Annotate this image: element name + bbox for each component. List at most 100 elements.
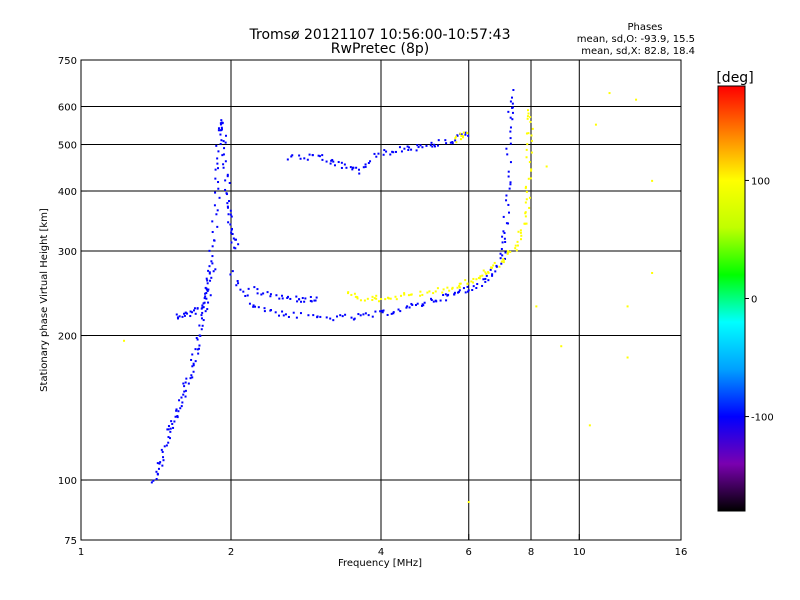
data-point: [635, 98, 638, 101]
data-point: [321, 158, 324, 161]
data-point: [211, 245, 214, 248]
data-point: [400, 150, 403, 153]
data-point: [182, 382, 185, 385]
data-point: [213, 204, 216, 207]
data-point: [471, 289, 474, 292]
data-point: [274, 311, 277, 314]
y-tick-label: 500: [58, 141, 77, 152]
data-point: [431, 145, 434, 148]
data-point: [215, 144, 218, 147]
data-point: [520, 238, 523, 241]
data-point: [183, 385, 186, 388]
data-point: [507, 175, 510, 178]
data-point: [489, 268, 492, 271]
data-point: [197, 352, 200, 355]
data-point: [651, 179, 654, 182]
data-point: [217, 187, 220, 190]
data-point: [309, 299, 312, 302]
data-point: [237, 282, 240, 285]
data-point: [196, 338, 199, 341]
data-point: [414, 304, 417, 307]
data-point: [406, 145, 409, 148]
data-point: [503, 232, 506, 235]
data-point: [467, 500, 470, 503]
data-point: [162, 459, 165, 462]
data-point: [217, 129, 220, 132]
data-point: [520, 234, 523, 237]
data-point: [185, 377, 188, 380]
data-point: [178, 399, 181, 402]
data-point: [332, 160, 335, 163]
data-point: [161, 464, 164, 467]
data-point: [432, 292, 435, 295]
data-point: [485, 274, 488, 277]
data-point: [192, 309, 195, 312]
data-point: [421, 303, 424, 306]
data-point: [509, 142, 512, 145]
data-point: [194, 360, 197, 363]
data-point: [299, 312, 302, 315]
data-point: [219, 133, 222, 136]
data-point: [527, 177, 530, 180]
data-point: [222, 140, 225, 143]
data-point: [296, 300, 299, 303]
data-point: [189, 315, 192, 318]
data-point: [385, 150, 388, 153]
data-point: [453, 293, 456, 296]
data-point: [295, 316, 298, 319]
data-point: [212, 270, 215, 273]
y-axis-label: Stationary phase Virtual Height [km]: [39, 208, 50, 392]
data-point: [460, 133, 463, 136]
data-point: [292, 311, 295, 314]
data-point: [382, 153, 385, 156]
data-point: [375, 297, 378, 300]
data-point: [454, 139, 457, 142]
data-point: [217, 127, 220, 130]
data-point: [286, 295, 289, 298]
data-point: [508, 187, 511, 190]
data-point: [357, 313, 360, 316]
data-point: [387, 297, 390, 300]
data-point: [525, 198, 528, 201]
data-point: [318, 155, 321, 158]
data-point: [183, 390, 186, 393]
data-point: [189, 377, 192, 380]
data-point: [434, 290, 437, 293]
data-point: [454, 137, 457, 140]
data-point: [263, 310, 266, 313]
colorbar-ticks: 100 0 -100: [745, 176, 774, 424]
data-point: [168, 437, 171, 440]
data-point: [527, 132, 530, 135]
data-point: [464, 279, 467, 282]
data-point: [248, 302, 251, 305]
data-point: [419, 290, 422, 293]
data-point: [504, 240, 507, 243]
data-point: [351, 168, 354, 171]
data-point: [207, 269, 210, 272]
data-point: [325, 160, 328, 163]
data-point: [491, 266, 494, 269]
data-point: [184, 395, 187, 398]
data-point: [386, 313, 389, 316]
data-point: [446, 286, 449, 289]
data-point: [467, 134, 470, 137]
data-point: [337, 161, 340, 164]
data-point: [236, 279, 239, 282]
data-point: [173, 420, 176, 423]
data-point: [514, 244, 517, 247]
data-point: [456, 134, 459, 137]
data-point: [167, 425, 170, 428]
data-point: [210, 260, 213, 263]
data-point: [200, 317, 203, 320]
data-point: [224, 141, 227, 144]
y-tick-label: 100: [58, 476, 77, 487]
data-point: [184, 389, 187, 392]
data-point: [298, 154, 301, 157]
data-point: [226, 175, 229, 178]
data-point: [214, 191, 217, 194]
data-point: [437, 139, 440, 142]
data-point: [505, 194, 508, 197]
data-point: [300, 300, 303, 303]
data-point: [194, 312, 197, 315]
